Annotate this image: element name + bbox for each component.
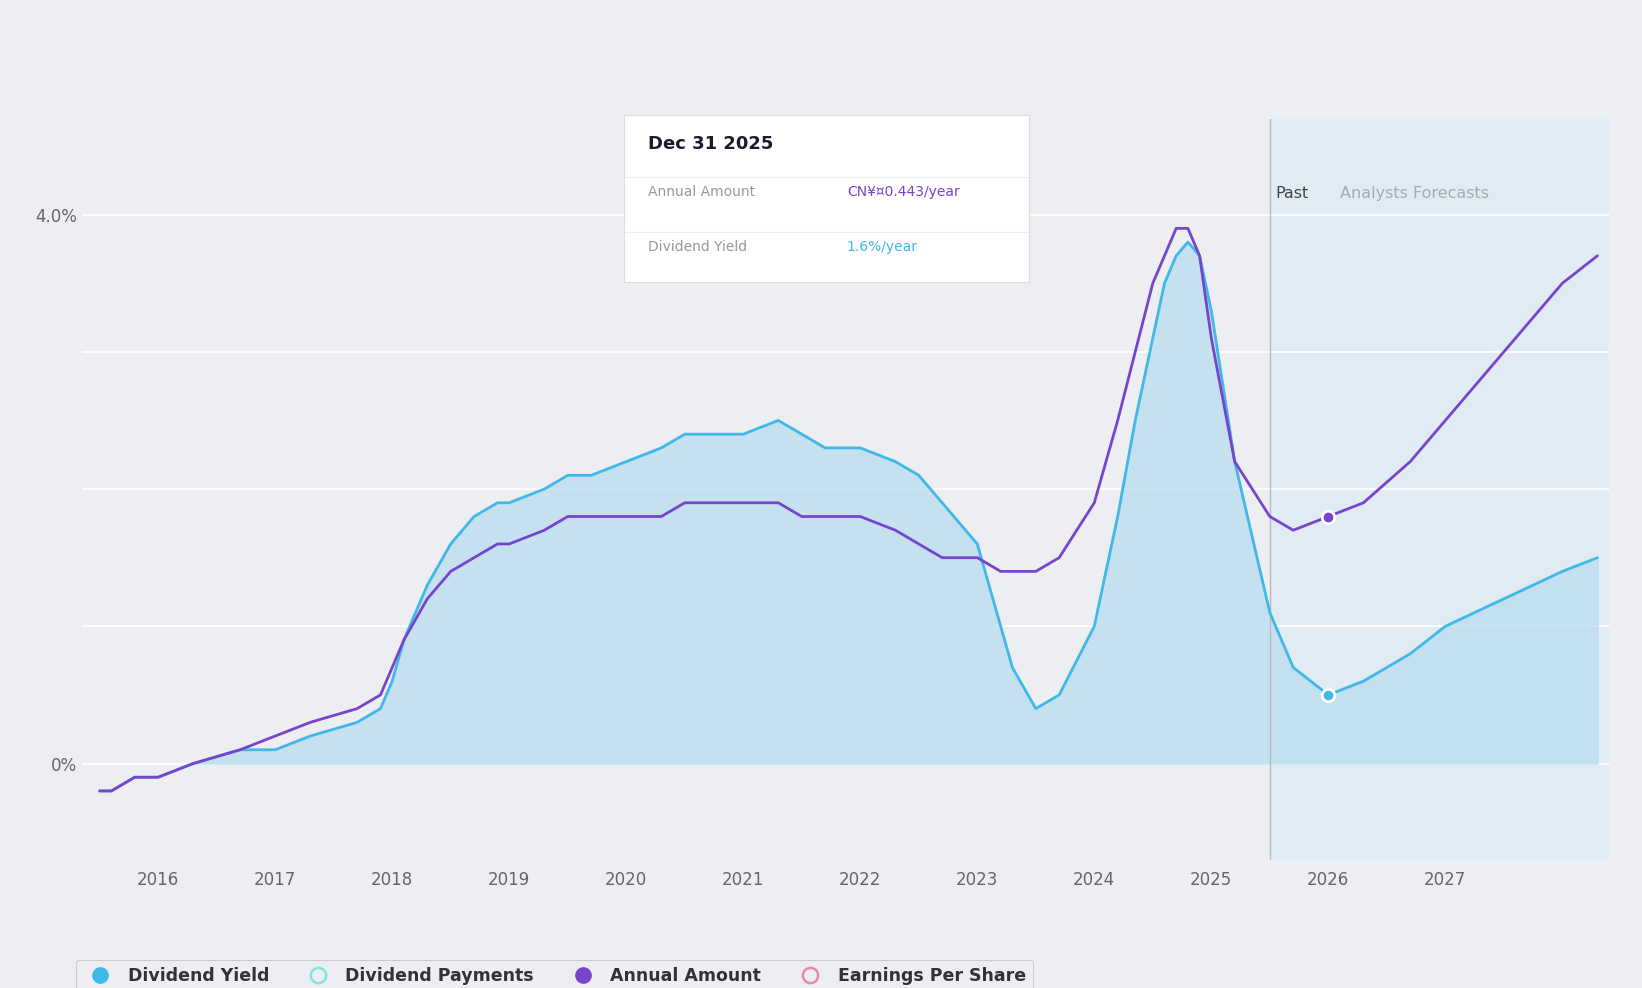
Legend: Dividend Yield, Dividend Payments, Annual Amount, Earnings Per Share: Dividend Yield, Dividend Payments, Annua…	[76, 959, 1033, 988]
Text: Dec 31 2025: Dec 31 2025	[649, 135, 773, 153]
Text: Past: Past	[1276, 186, 1309, 201]
Text: Dividend Yield: Dividend Yield	[649, 240, 747, 254]
Text: 1.6%/year: 1.6%/year	[847, 240, 918, 254]
Bar	[1269, 119, 1609, 860]
Text: Annual Amount: Annual Amount	[649, 185, 755, 199]
Text: Analysts Forecasts: Analysts Forecasts	[1340, 186, 1489, 201]
Text: CN¥¤0.443/year: CN¥¤0.443/year	[847, 185, 959, 199]
